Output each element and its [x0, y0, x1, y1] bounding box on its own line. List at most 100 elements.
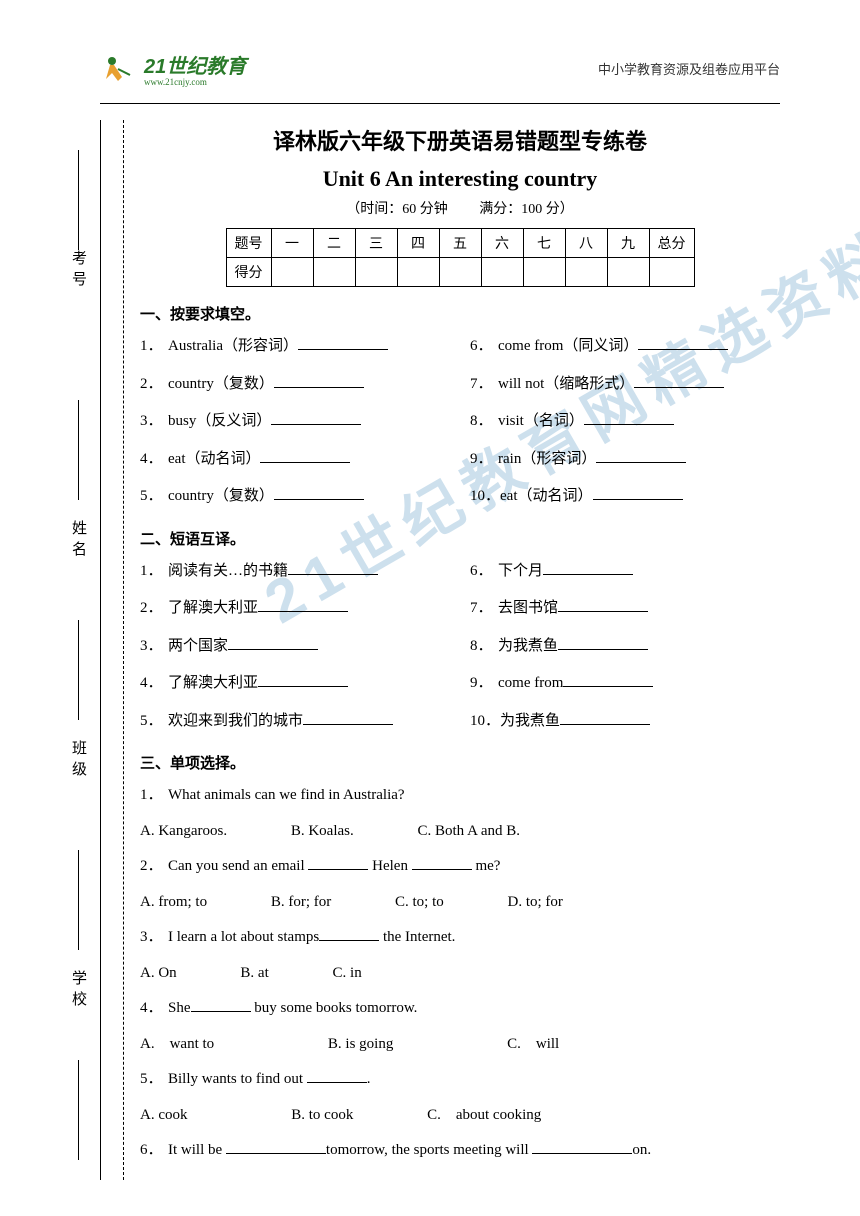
td[interactable]	[313, 258, 355, 287]
td[interactable]	[523, 258, 565, 287]
score-table: 题号 一 二 三 四 五 六 七 八 九 总分 得分	[226, 228, 695, 287]
list-item: 2．了解澳大利亚	[140, 596, 450, 620]
answer-blank[interactable]	[412, 854, 472, 870]
answer-blank[interactable]	[260, 447, 350, 463]
mc-question: 2．Can you send an email Helen me?	[140, 854, 780, 880]
answer-blank[interactable]	[307, 1067, 367, 1083]
mc-option[interactable]: A. want to	[140, 1032, 214, 1058]
answer-blank[interactable]	[596, 447, 686, 463]
mc-question: 3．I learn a lot about stamps the Interne…	[140, 925, 780, 951]
td[interactable]	[481, 258, 523, 287]
mc-option[interactable]: A. cook	[140, 1103, 188, 1129]
td[interactable]	[649, 258, 694, 287]
mc-option[interactable]: C. about cooking	[427, 1103, 541, 1129]
answer-blank[interactable]	[258, 596, 348, 612]
answer-blank[interactable]	[634, 372, 724, 388]
mc-option[interactable]: B. for; for	[271, 890, 331, 916]
list-item: 9．rain（形容词）	[470, 447, 780, 471]
answer-blank[interactable]	[638, 334, 728, 350]
logo-block: 21世纪教育 www.21cnjy.com	[100, 50, 246, 87]
mc-options: A. from; to B. for; for C. to; to D. to;…	[140, 890, 780, 916]
section1-heading: 一、按要求填空。	[140, 303, 780, 324]
header-right-text: 中小学教育资源及组卷应用平台	[598, 59, 780, 78]
answer-blank[interactable]	[288, 559, 378, 575]
th: 六	[481, 229, 523, 258]
answer-blank[interactable]	[543, 559, 633, 575]
mc-question: 5．Billy wants to find out .	[140, 1067, 780, 1093]
mc-option[interactable]: A. Kangaroos.	[140, 819, 227, 845]
list-item: 3．两个国家	[140, 634, 450, 658]
list-item: 9．come from	[470, 671, 780, 695]
mc-options: A. cook B. to cook C. about cooking	[140, 1103, 780, 1129]
mc-option[interactable]: D. to; for	[508, 890, 563, 916]
mc-option[interactable]: C. Both A and B.	[418, 819, 521, 845]
table-row: 题号 一 二 三 四 五 六 七 八 九 总分	[226, 229, 694, 258]
td[interactable]	[607, 258, 649, 287]
table-row: 得分	[226, 258, 694, 287]
answer-blank[interactable]	[258, 671, 348, 687]
info-time: （时间：60 分钟	[346, 202, 448, 217]
list-item: 1．阅读有关…的书籍	[140, 559, 450, 583]
list-item: 4．了解澳大利亚	[140, 671, 450, 695]
answer-blank[interactable]	[274, 484, 364, 500]
section1-left: 1．Australia（形容词） 2．country（复数） 3．busy（反义…	[140, 334, 450, 522]
th: 九	[607, 229, 649, 258]
td[interactable]	[271, 258, 313, 287]
list-item: 8．visit（名词）	[470, 409, 780, 433]
mc-option[interactable]: A. On	[140, 961, 177, 987]
section2-left: 1．阅读有关…的书籍 2．了解澳大利亚 3．两个国家 4．了解澳大利亚 5．欢迎…	[140, 559, 450, 747]
logo-icon	[100, 51, 136, 87]
th: 四	[397, 229, 439, 258]
title-sub: Unit 6 An interesting country	[140, 166, 780, 192]
answer-blank[interactable]	[560, 709, 650, 725]
td[interactable]	[439, 258, 481, 287]
answer-blank[interactable]	[319, 925, 379, 941]
th: 三	[355, 229, 397, 258]
list-item: 10．eat（动名词）	[470, 484, 780, 508]
answer-blank[interactable]	[228, 634, 318, 650]
answer-blank[interactable]	[303, 709, 393, 725]
section2-heading: 二、短语互译。	[140, 528, 780, 549]
answer-blank[interactable]	[593, 484, 683, 500]
mc-option[interactable]: B. is going	[328, 1032, 393, 1058]
answer-blank[interactable]	[532, 1138, 632, 1154]
answer-blank[interactable]	[226, 1138, 326, 1154]
answer-blank[interactable]	[191, 996, 251, 1012]
th: 一	[271, 229, 313, 258]
mc-options: A. On B. at C. in	[140, 961, 780, 987]
section2-right: 6．下个月 7．去图书馆 8．为我煮鱼 9．come from 10．为我煮鱼	[470, 559, 780, 747]
list-item: 3．busy（反义词）	[140, 409, 450, 433]
td[interactable]	[397, 258, 439, 287]
mc-option[interactable]: A. from; to	[140, 890, 207, 916]
mc-option[interactable]: C. to; to	[395, 890, 444, 916]
logo-main-text: 21世纪教育	[144, 50, 246, 79]
mc-option[interactable]: C. will	[507, 1032, 559, 1058]
list-item: 6．下个月	[470, 559, 780, 583]
mc-question: 4．She buy some books tomorrow.	[140, 996, 780, 1022]
answer-blank[interactable]	[274, 372, 364, 388]
main-content: 译林版六年级下册英语易错题型专练卷 Unit 6 An interesting …	[0, 104, 860, 1164]
answer-blank[interactable]	[271, 409, 361, 425]
mc-option[interactable]: B. at	[240, 961, 268, 987]
list-item: 8．为我煮鱼	[470, 634, 780, 658]
answer-blank[interactable]	[558, 596, 648, 612]
mc-option[interactable]: B. Koalas.	[291, 819, 354, 845]
th: 八	[565, 229, 607, 258]
td[interactable]	[565, 258, 607, 287]
th: 题号	[226, 229, 271, 258]
mc-options: A. Kangaroos. B. Koalas. C. Both A and B…	[140, 819, 780, 845]
list-item: 1．Australia（形容词）	[140, 334, 450, 358]
th: 五	[439, 229, 481, 258]
answer-blank[interactable]	[558, 634, 648, 650]
answer-blank[interactable]	[298, 334, 388, 350]
section3-heading: 三、单项选择。	[140, 752, 780, 773]
mc-option[interactable]: C. in	[333, 961, 362, 987]
list-item: 7．去图书馆	[470, 596, 780, 620]
mc-question: 6．It will be tomorrow, the sports meetin…	[140, 1138, 780, 1164]
answer-blank[interactable]	[563, 671, 653, 687]
td[interactable]	[355, 258, 397, 287]
section2-body: 1．阅读有关…的书籍 2．了解澳大利亚 3．两个国家 4．了解澳大利亚 5．欢迎…	[140, 559, 780, 747]
answer-blank[interactable]	[584, 409, 674, 425]
answer-blank[interactable]	[308, 854, 368, 870]
mc-option[interactable]: B. to cook	[291, 1103, 353, 1129]
